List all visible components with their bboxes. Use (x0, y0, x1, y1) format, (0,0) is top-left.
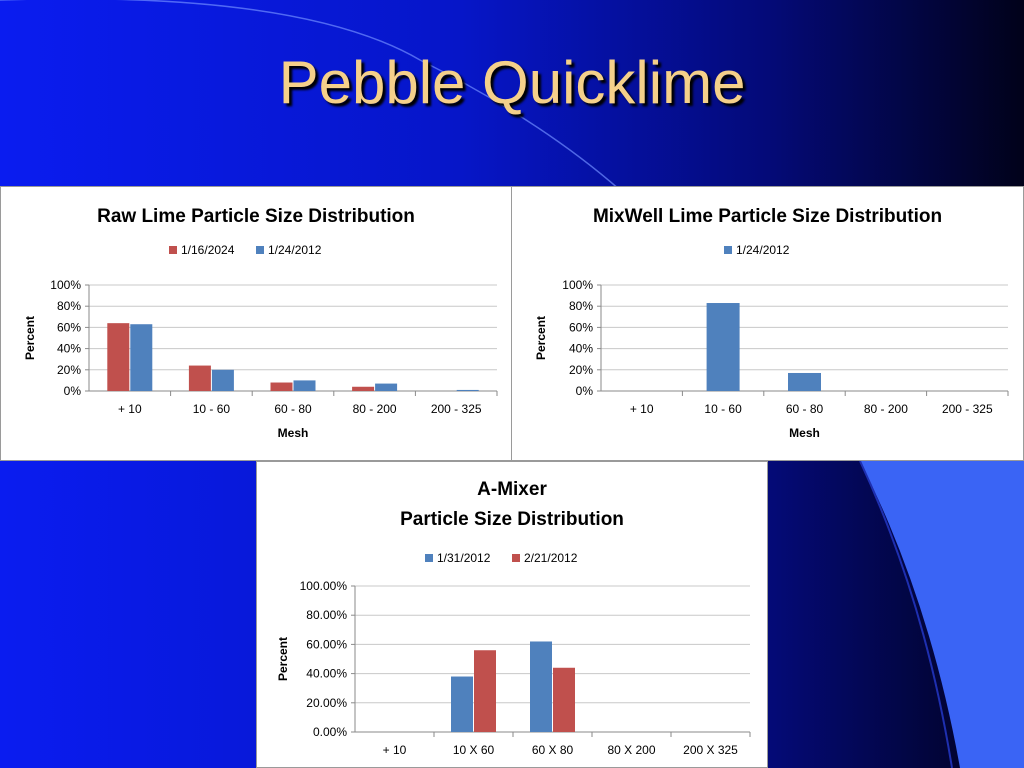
chart-mix-ytick-label-1: 20% (569, 363, 593, 377)
chart-raw-bar-1-4 (456, 389, 479, 391)
chart-mix-legend-label-0: 1/24/2012 (736, 243, 790, 257)
chart-amix-ytick-label-5: 100.00% (300, 579, 348, 593)
chart-amix-bar-0-2 (530, 641, 552, 732)
chart-raw-bar-1-1 (211, 369, 234, 391)
chart-mix-x-axis-label: Mesh (789, 426, 820, 440)
chart-amix-xtick-label-1: 10 X 60 (453, 743, 495, 757)
chart-amix-legend-swatch-0 (425, 554, 433, 562)
a-mixer-chart-panel: A-Mixer Particle Size Distribution 1/31/20… (256, 461, 768, 768)
chart-raw-ytick-label-5: 100% (50, 278, 81, 292)
chart-amix-bar-1-2 (553, 667, 575, 732)
slide-title: Pebble Quicklime (278, 49, 746, 116)
chart-mix-bar-0-2 (788, 372, 821, 391)
chart-amix-legend-swatch-1 (512, 554, 520, 562)
chart-amix-xtick-label-0: + 10 (383, 743, 407, 757)
chart-amix-legend-label-0: 1/31/2012 (437, 551, 491, 565)
chart-amix-bar-1-1 (474, 650, 496, 732)
raw-lime-chart: Raw Lime Particle Size Distribution 1/16/… (23, 206, 498, 440)
chart-raw-bar-1-3 (375, 383, 398, 391)
chart-raw-ytick-label-2: 40% (57, 342, 81, 356)
a-mixer-chart: A-Mixer Particle Size Distribution 1/31/20… (276, 479, 751, 757)
chart-amix-ytick-label-3: 60.00% (306, 637, 347, 651)
chart-amix-legend-label-1: 2/21/2012 (524, 551, 578, 565)
chart-raw-legend-swatch-1 (256, 246, 264, 254)
chart-raw-legend-label-0: 1/16/2024 (181, 243, 235, 257)
chart-amix-ytick-label-1: 20.00% (306, 696, 347, 710)
chart-mix-ytick-label-4: 80% (569, 299, 593, 313)
chart-raw-xtick-label-0: + 10 (118, 402, 142, 416)
chart-amix-title: A-Mixer (477, 479, 547, 500)
chart-raw-x-axis-label: Mesh (278, 426, 309, 440)
chart-mix-ytick-label-5: 100% (562, 278, 593, 292)
raw-lime-chart-panel: Raw Lime Particle Size Distribution 1/16/… (0, 186, 512, 461)
chart-mix-xtick-label-0: + 10 (630, 402, 654, 416)
chart-amix-bar-0-1 (451, 676, 473, 732)
chart-amix-title: Particle Size Distribution (400, 509, 624, 530)
chart-raw-xtick-label-3: 80 - 200 (353, 402, 397, 416)
chart-raw-xtick-label-2: 60 - 80 (274, 402, 312, 416)
chart-raw-ytick-label-1: 20% (57, 363, 81, 377)
chart-raw-ytick-label-0: 0% (64, 384, 82, 398)
chart-mix-xtick-label-1: 10 - 60 (704, 402, 742, 416)
chart-raw-bar-1-2 (293, 380, 316, 391)
chart-amix-ytick-label-4: 80.00% (306, 608, 347, 622)
chart-raw-y-axis-label: Percent (23, 316, 37, 360)
chart-raw-ytick-label-4: 80% (57, 299, 81, 313)
chart-mix-ytick-label-2: 40% (569, 342, 593, 356)
chart-amix-xtick-label-4: 200 X 325 (683, 743, 738, 757)
chart-raw-bar-0-3 (352, 386, 375, 391)
chart-mix-legend-swatch-0 (724, 246, 732, 254)
chart-mix-ytick-label-3: 60% (569, 320, 593, 334)
chart-raw-title: Raw Lime Particle Size Distribution (97, 206, 415, 227)
chart-mix-title: MixWell Lime Particle Size Distribution (593, 206, 942, 227)
chart-raw-bar-0-1 (188, 365, 211, 391)
chart-raw-xtick-label-1: 10 - 60 (193, 402, 231, 416)
chart-raw-legend-swatch-0 (169, 246, 177, 254)
chart-mix-y-axis-label: Percent (534, 316, 548, 360)
chart-raw-ytick-label-3: 60% (57, 320, 81, 334)
chart-mix-xtick-label-2: 60 - 80 (786, 402, 824, 416)
chart-mix-bar-0-1 (706, 303, 740, 391)
chart-mix-ytick-label-0: 0% (576, 384, 594, 398)
chart-amix-xtick-label-3: 80 X 200 (607, 743, 655, 757)
chart-amix-ytick-label-0: 0.00% (313, 725, 347, 739)
chart-raw-bar-0-2 (270, 382, 293, 391)
chart-raw-xtick-label-4: 200 - 325 (431, 402, 482, 416)
chart-raw-legend-label-1: 1/24/2012 (268, 243, 322, 257)
chart-amix-xtick-label-2: 60 X 80 (532, 743, 574, 757)
chart-raw-bar-0-0 (107, 323, 130, 391)
mixwell-lime-chart: MixWell Lime Particle Size Distribution 1… (534, 206, 1009, 440)
chart-mix-xtick-label-3: 80 - 200 (864, 402, 908, 416)
mixwell-lime-chart-panel: MixWell Lime Particle Size Distribution 1… (511, 186, 1024, 461)
chart-mix-xtick-label-4: 200 - 325 (942, 402, 993, 416)
chart-amix-y-axis-label: Percent (276, 637, 290, 681)
chart-raw-bar-1-0 (130, 324, 153, 391)
chart-amix-ytick-label-2: 40.00% (306, 667, 347, 681)
